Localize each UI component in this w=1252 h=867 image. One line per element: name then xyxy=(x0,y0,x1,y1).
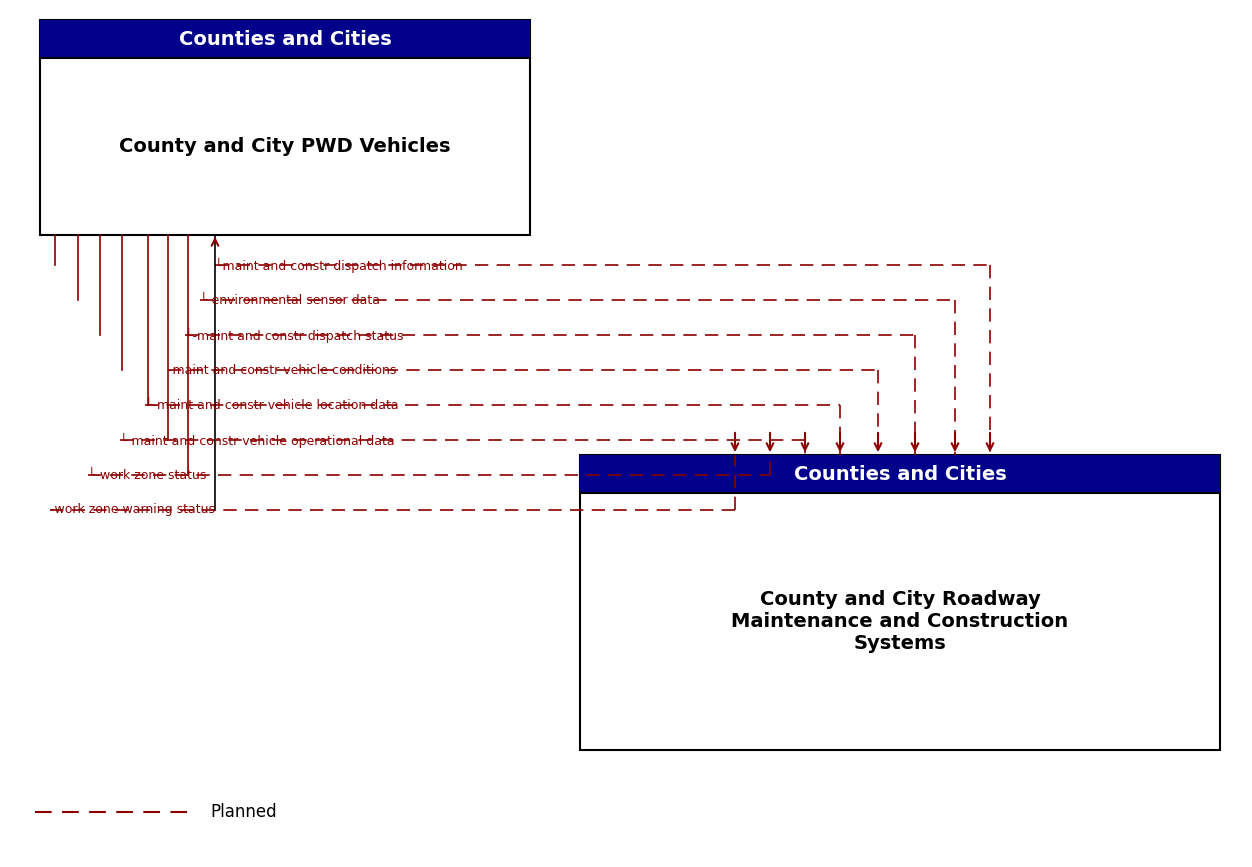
Text: -work zone warning status: -work zone warning status xyxy=(50,504,215,517)
Bar xyxy=(40,20,530,58)
Text: Counties and Cities: Counties and Cities xyxy=(179,29,392,49)
Text: County and City Roadway
Maintenance and Construction
Systems: County and City Roadway Maintenance and … xyxy=(731,590,1068,653)
Text: └ maint and constr vehicle operational data: └ maint and constr vehicle operational d… xyxy=(120,433,394,447)
Bar xyxy=(580,455,1219,750)
Text: Planned: Planned xyxy=(210,803,277,821)
Text: County and City PWD Vehicles: County and City PWD Vehicles xyxy=(119,137,451,156)
Text: └maint and constr dispatch information: └maint and constr dispatch information xyxy=(215,257,463,272)
Text: └ environmental sensor data: └ environmental sensor data xyxy=(200,294,381,307)
Text: Counties and Cities: Counties and Cities xyxy=(794,465,1007,484)
Text: └-maint and constr vehicle location data: └-maint and constr vehicle location data xyxy=(145,399,398,412)
Text: -maint and constr vehicle conditions: -maint and constr vehicle conditions xyxy=(168,363,397,376)
Bar xyxy=(580,455,1219,493)
Text: └-work zone status: └-work zone status xyxy=(88,468,207,481)
Text: └-maint and constr dispatch status: └-maint and constr dispatch status xyxy=(185,328,403,342)
Bar xyxy=(40,20,530,235)
